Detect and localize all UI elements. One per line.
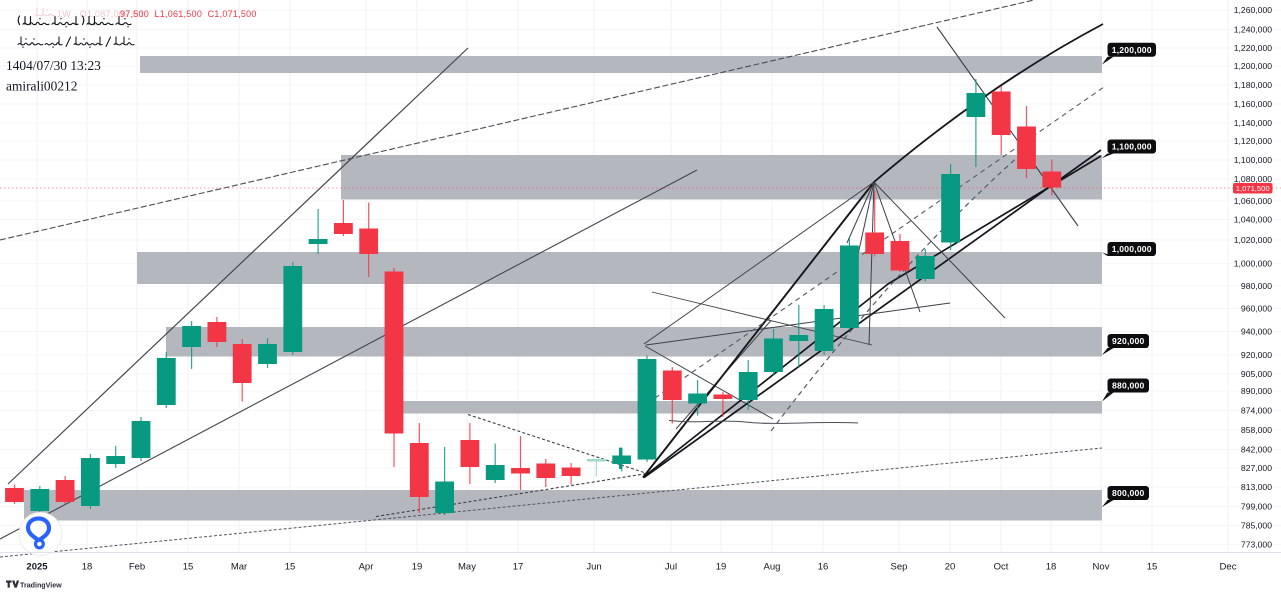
svg-text:1,160,000: 1,160,000 — [1234, 99, 1272, 109]
svg-text:890,000: 890,000 — [1241, 386, 1272, 396]
svg-text:905,000: 905,000 — [1241, 369, 1272, 379]
svg-text:Mar: Mar — [231, 562, 247, 573]
svg-text:800,000: 800,000 — [1112, 488, 1144, 498]
svg-text:980,000: 980,000 — [1241, 281, 1272, 291]
svg-text:920,000: 920,000 — [1112, 336, 1144, 346]
svg-text:18: 18 — [82, 562, 93, 573]
svg-text:15: 15 — [183, 562, 194, 573]
svg-text:Sep: Sep — [891, 562, 908, 573]
svg-text:Jun: Jun — [586, 562, 601, 573]
svg-text:20: 20 — [945, 562, 956, 573]
svg-text:874,000: 874,000 — [1241, 406, 1272, 416]
svg-text:17: 17 — [513, 562, 524, 573]
svg-text:16: 16 — [818, 562, 829, 573]
svg-text:1,120,000: 1,120,000 — [1234, 136, 1272, 146]
svg-text:TradingView: TradingView — [20, 581, 62, 589]
svg-text:1,260,000: 1,260,000 — [1234, 5, 1272, 15]
svg-text:2025: 2025 — [26, 562, 48, 573]
svg-text:Dec: Dec — [1220, 562, 1237, 573]
svg-text:1,240,000: 1,240,000 — [1234, 25, 1272, 35]
svg-text:1,000,000: 1,000,000 — [1112, 244, 1152, 254]
svg-text:960,000: 960,000 — [1241, 304, 1272, 314]
svg-text:18: 18 — [1046, 562, 1057, 573]
svg-text:1,180,000: 1,180,000 — [1234, 80, 1272, 90]
svg-text:773,000: 773,000 — [1241, 540, 1272, 550]
svg-text:19: 19 — [716, 562, 727, 573]
svg-text:Oct: Oct — [994, 562, 1009, 573]
svg-text:1,200,000: 1,200,000 — [1112, 45, 1152, 55]
svg-text:amirali00212: amirali00212 — [6, 79, 77, 94]
svg-text:880,000: 880,000 — [1112, 381, 1144, 391]
svg-text:785,000: 785,000 — [1241, 521, 1272, 531]
svg-text:842,000: 842,000 — [1241, 445, 1272, 455]
svg-text:920,000: 920,000 — [1241, 350, 1272, 360]
svg-text:1,220,000: 1,220,000 — [1234, 43, 1272, 53]
svg-text:1,080,000: 1,080,000 — [1234, 174, 1272, 184]
svg-text:1,140,000: 1,140,000 — [1234, 118, 1272, 128]
svg-text:940,000: 940,000 — [1241, 327, 1272, 337]
svg-text:1,000,000: 1,000,000 — [1234, 259, 1272, 269]
svg-text:1,200,000: 1,200,000 — [1234, 61, 1272, 71]
svg-text:Aug: Aug — [764, 562, 781, 573]
svg-text:827,000: 827,000 — [1241, 463, 1272, 473]
svg-text:15: 15 — [285, 562, 296, 573]
svg-text:813,000: 813,000 — [1241, 482, 1272, 492]
svg-text:1,100,000: 1,100,000 — [1234, 155, 1272, 165]
svg-text:May: May — [458, 562, 476, 573]
svg-text:1,020,000: 1,020,000 — [1234, 235, 1272, 245]
svg-text:Jul: Jul — [665, 562, 677, 573]
svg-text:1,071,500: 1,071,500 — [1236, 184, 1270, 193]
svg-text:Apr: Apr — [359, 562, 374, 573]
svg-text:1,040,000: 1,040,000 — [1234, 215, 1272, 225]
svg-text:799,000: 799,000 — [1241, 502, 1272, 512]
svg-text:1404/07/30 13:23: 1404/07/30 13:23 — [6, 58, 101, 73]
svg-text:15: 15 — [1147, 562, 1158, 573]
svg-text:858,000: 858,000 — [1241, 425, 1272, 435]
svg-text:1W · O1,087,000 H1,: 1W · O1,087,000 H1, — [57, 9, 147, 19]
svg-text:1,060,000: 1,060,000 — [1234, 196, 1272, 206]
svg-text:Nov: Nov — [1093, 562, 1110, 573]
svg-text:Feb: Feb — [129, 562, 145, 573]
svg-text:19: 19 — [412, 562, 423, 573]
svg-text:97,500 L1,061,500 C1,071,500: 97,500 L1,061,500 C1,071,500 — [120, 9, 257, 19]
svg-text:1,100,000: 1,100,000 — [1112, 142, 1152, 152]
